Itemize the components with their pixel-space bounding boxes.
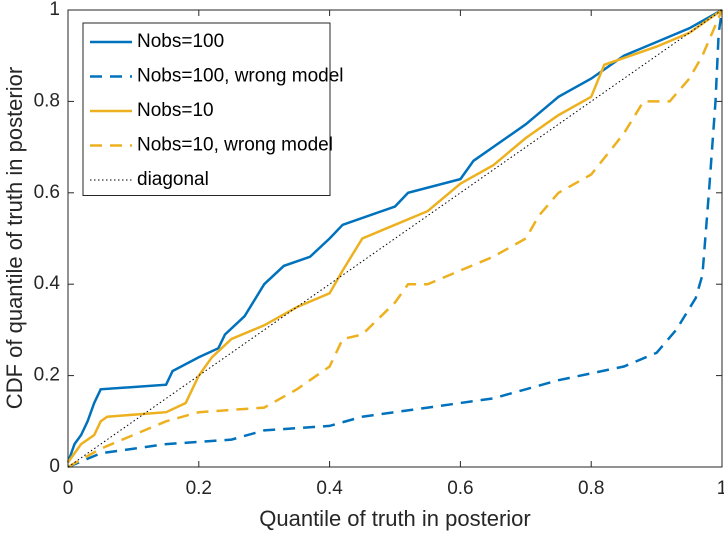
x-tick-label: 0: [63, 478, 74, 499]
legend-label: Nobs=100: [137, 31, 224, 52]
legend-label: Nobs=100, wrong model: [137, 66, 344, 87]
y-tick-label: 0.6: [34, 182, 60, 203]
y-axis-label: CDF of quantile of truth in posterior: [2, 67, 27, 409]
y-tick-label: 1: [49, 0, 60, 20]
legend-label: diagonal: [137, 169, 209, 190]
series-line: [66, 8, 723, 464]
series-line: [67, 9, 724, 469]
x-tick-label: 0.8: [578, 478, 604, 499]
y-tick-label: 0.8: [34, 90, 60, 111]
legend-box: [82, 22, 331, 196]
legend-label: Nobs=10, wrong model: [137, 135, 333, 156]
x-tick-label: 0.4: [316, 478, 343, 499]
y-tick-label: 0.2: [34, 365, 60, 386]
plot-frame: [67, 9, 723, 468]
x-axis-label: Quantile of truth in posterior: [259, 506, 530, 531]
y-tick-label: 0: [49, 456, 60, 477]
y-tick-label: 0.4: [34, 273, 61, 294]
x-tick-label: 1: [717, 478, 724, 499]
legend-label: Nobs=10: [137, 100, 214, 121]
series-line: [66, 8, 723, 463]
x-tick-label: 0.2: [186, 478, 212, 499]
x-tick-label: 0.6: [447, 478, 473, 499]
series-line: [67, 9, 723, 468]
series-line: [67, 9, 724, 469]
